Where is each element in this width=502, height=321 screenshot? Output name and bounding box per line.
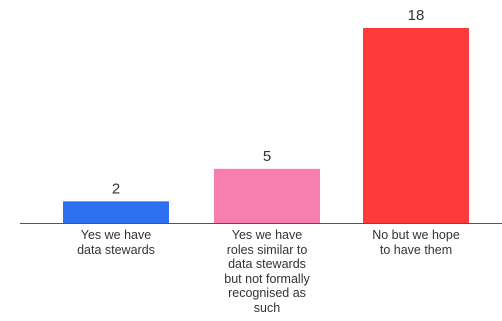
category-label-line: data stewards [228,257,306,271]
bar-value-label-1: 2 [112,180,120,197]
bar-value-label-2: 5 [263,148,271,165]
value-labels-group: 2 5 18 [112,7,425,197]
category-label-line: recognised as [228,286,306,300]
category-label-line: Yes we have [80,228,152,242]
bar-2 [214,168,320,223]
category-label-1: Yes we have data stewards [51,228,181,257]
bar-value-label-3: 18 [408,7,425,24]
bars-group [63,28,469,223]
category-label-2: Yes we have roles similar to data stewards… [202,228,332,315]
bar-3 [363,28,469,223]
category-label-line: roles similar to [226,242,308,257]
category-label-3: No but we hope to have them [351,228,481,257]
category-label-line: data stewards [77,242,155,257]
category-label-line: No but we hope [372,228,460,242]
category-label-line: to have them [379,242,453,257]
bar-1 [63,201,169,223]
category-label-line: but not formally [224,271,310,286]
category-label-line: Yes we have [231,228,303,242]
category-label-line: such [253,300,281,315]
